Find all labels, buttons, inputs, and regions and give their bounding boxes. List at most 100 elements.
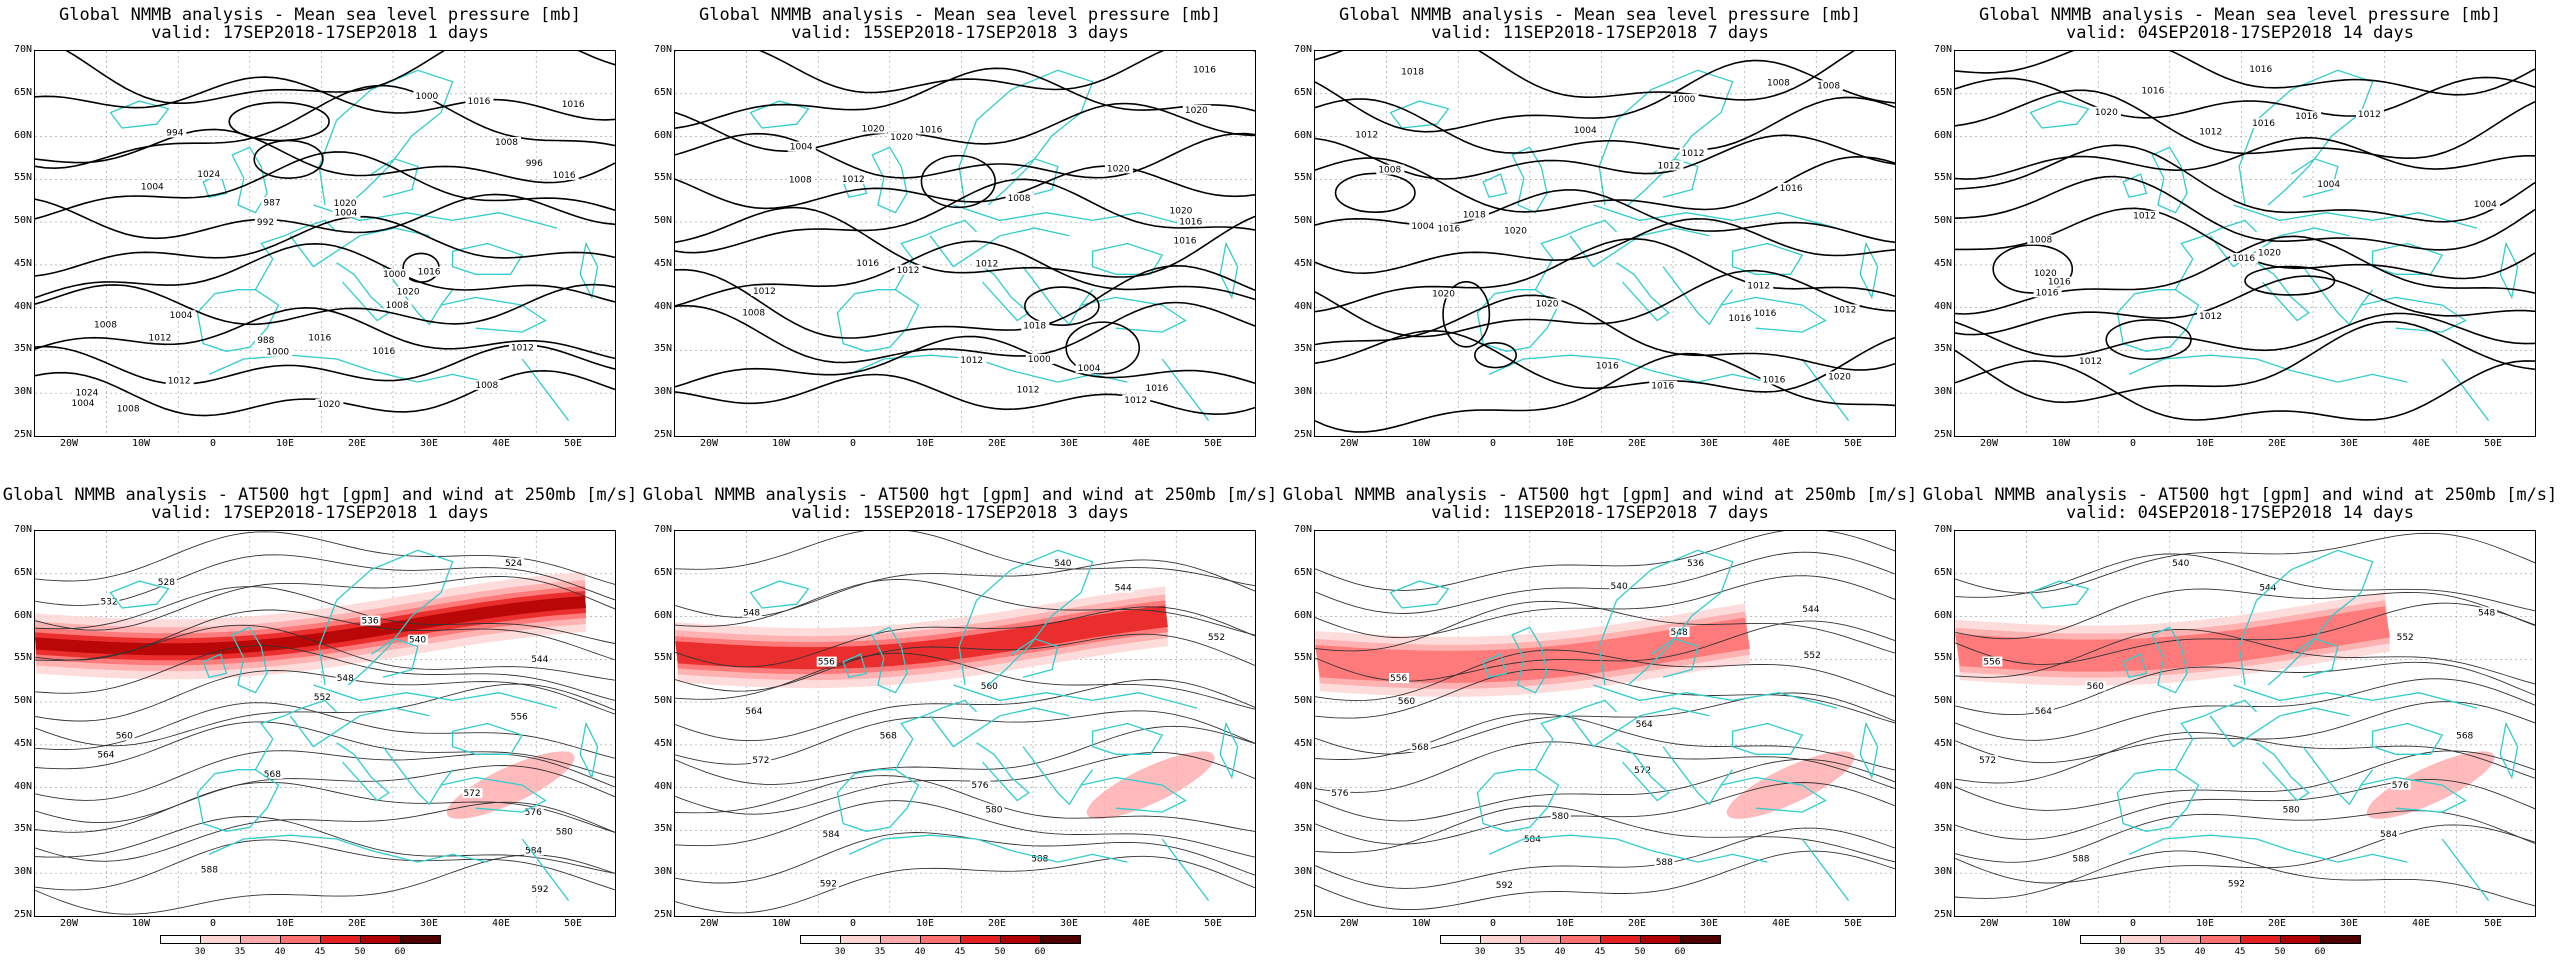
- colorbar-swatch: [2080, 935, 2121, 944]
- contour-label: 544: [1115, 584, 1132, 594]
- contour-label: 568: [2456, 732, 2473, 742]
- longitude-label: 20E: [1627, 918, 1647, 929]
- isobar-label: 1008: [2029, 236, 2052, 246]
- colorbar-tick: 50: [354, 947, 366, 957]
- panel-valid-period: valid: 17SEP2018-17SEP2018 1 days: [151, 23, 489, 43]
- longitude-label: 20W: [59, 438, 79, 449]
- isobar-label: 1024: [76, 388, 99, 398]
- isobar-label: 1018: [1401, 68, 1424, 78]
- isobar-label: 1016: [856, 259, 879, 269]
- isobar-label: 1016: [1753, 309, 1776, 319]
- isobar-label: 1020: [317, 400, 340, 410]
- isobar-labels: 1000 996 992 988 987 994 1000 1004 1008 1012 1016 1…: [69, 91, 588, 415]
- colorbar-swatch: [1000, 935, 1041, 944]
- panel-valid-period: valid: 15SEP2018-17SEP2018 3 days: [791, 23, 1129, 43]
- longitude-label: 30E: [419, 438, 439, 449]
- colorbar-swatch: [2160, 935, 2201, 944]
- isobar-label: 1020: [1107, 164, 1130, 174]
- latitude-label: 60N: [1933, 609, 1952, 621]
- latitude-label: 70N: [1933, 44, 1952, 55]
- panel-title: Global NMMB analysis - Mean sea level pr…: [1979, 5, 2501, 25]
- longitude-label: 30E: [419, 918, 439, 929]
- latitude-label: 65N: [653, 566, 672, 578]
- longitude-label: 20W: [1979, 438, 1999, 449]
- latitude-label: 70N: [1293, 524, 1312, 535]
- longitude-label: 10W: [1411, 438, 1431, 449]
- isobar-label: 1020: [1432, 289, 1455, 299]
- isobar-label: 1008: [117, 405, 140, 415]
- colorbar-swatch: [160, 935, 201, 944]
- coastlines: [109, 69, 599, 421]
- panel-title: Global NMMB analysis - AT500 hgt [gpm] a…: [1922, 485, 2558, 505]
- latitude-label: 55N: [653, 172, 672, 184]
- contour-label: 556: [1390, 674, 1407, 684]
- contour-label: 564: [1636, 720, 1653, 730]
- contour-label: 552: [2397, 633, 2414, 643]
- contour-label: 560: [981, 682, 998, 692]
- latitude-label: 50N: [1933, 695, 1952, 707]
- colorbar-swatch: [2320, 935, 2361, 944]
- contour-label: 572: [752, 756, 769, 766]
- height-contours: [1955, 532, 2535, 907]
- colorbar-swatch: [1560, 935, 1601, 944]
- colorbar-tick: 50: [1634, 947, 1646, 957]
- latitude-label: 25N: [653, 429, 672, 440]
- latitude-label: 65N: [1933, 86, 1952, 98]
- colorbar-swatch: [320, 935, 361, 944]
- latitude-label: 45N: [1293, 737, 1312, 749]
- isobar-label: 996: [526, 159, 543, 169]
- contour-label: 584: [1524, 835, 1541, 845]
- colorbar-tick: 50: [2274, 947, 2286, 957]
- colorbar-tick: 50: [994, 947, 1006, 957]
- colorbar-tick: 30: [834, 947, 846, 957]
- longitude-label: 10W: [2051, 918, 2071, 929]
- map-area: 524 528 532 536 540 544 548 552 556 560 564 568 572 5…: [34, 530, 616, 917]
- contour-label: 564: [97, 751, 114, 761]
- isobar-label: 1020: [2095, 108, 2118, 118]
- latitude-label: 55N: [653, 652, 672, 664]
- contour-label: 576: [1331, 789, 1348, 799]
- isobar-label: 1012: [168, 377, 191, 387]
- map-area: 540 544 548 552 556 560 564 568 572 576 580 584 588 5…: [1954, 530, 2536, 917]
- isobar-label: 1020: [2034, 269, 2057, 279]
- longitude-label: 10W: [2051, 438, 2071, 449]
- contour-label: 580: [1552, 812, 1569, 822]
- longitude-label: 10E: [1555, 918, 1575, 929]
- isobar-label: 994: [166, 128, 183, 138]
- isobar-label: 1020: [1185, 106, 1208, 116]
- colorbar-swatch: [400, 935, 441, 944]
- latitude-label: 30N: [1293, 866, 1312, 878]
- longitude-label: 20W: [1339, 918, 1359, 929]
- latitude-label: 70N: [1293, 44, 1312, 55]
- latitude-label: 45N: [13, 737, 32, 749]
- map-area: 1000 1004 1004 1008 1012 1008 1016 1016 1012 1018…: [674, 50, 1256, 437]
- longitude-label: 0: [209, 918, 217, 929]
- latitude-label: 35N: [653, 823, 672, 835]
- latitude-label: 65N: [1293, 566, 1312, 578]
- latitude-label: 50N: [1293, 695, 1312, 707]
- latitude-label: 40N: [1933, 300, 1952, 312]
- wind-shading: [1315, 603, 1855, 819]
- longitude-label: 20W: [699, 918, 719, 929]
- isobar-label: 1012: [1355, 130, 1378, 140]
- map-panel-2: Global NMMB analysis - Mean sea level pr…: [640, 0, 1280, 480]
- contour-label: 540: [1054, 559, 1071, 569]
- isobars: [675, 51, 1255, 416]
- graticule: [1955, 51, 2535, 436]
- colorbar-swatch: [2200, 935, 2241, 944]
- colorbar-tick: 45: [954, 947, 966, 957]
- isobar-label: 1008: [1008, 194, 1031, 204]
- isobar-labels: 1000100410081012101610041008101210161020…: [1353, 66, 1860, 392]
- isobar-label: 1008: [742, 309, 765, 319]
- isobar-labels: 1004101210121016101610201020101610201016…: [2027, 63, 2500, 367]
- latitude-label: 40N: [1933, 780, 1952, 792]
- latitude-label: 50N: [1933, 215, 1952, 227]
- longitude-label: 20E: [987, 918, 1007, 929]
- latitude-label: 60N: [1933, 129, 1952, 141]
- latitude-label: 65N: [13, 86, 32, 98]
- colorbar-swatch: [2120, 935, 2161, 944]
- contour-label: 548: [2478, 608, 2495, 618]
- colorbar-tick: 30: [1474, 947, 1486, 957]
- map-area: 536 540 544 548 552 556 560 564 568 572 576 580 584 5…: [1314, 530, 1896, 917]
- colorbar-swatch: [1640, 935, 1681, 944]
